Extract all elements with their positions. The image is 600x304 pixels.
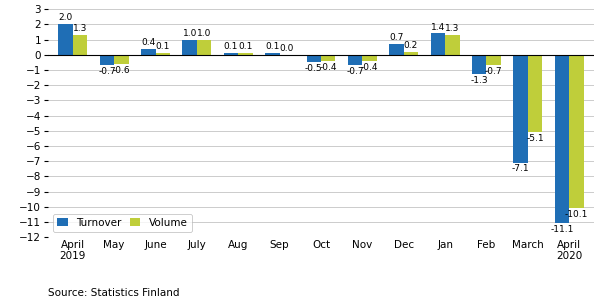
- Bar: [307, 55, 321, 62]
- Bar: [487, 55, 501, 65]
- Text: 0.1: 0.1: [155, 42, 170, 51]
- Bar: [197, 40, 211, 55]
- Bar: [155, 53, 170, 55]
- Bar: [555, 55, 569, 223]
- Text: -0.7: -0.7: [346, 67, 364, 76]
- Text: 0.7: 0.7: [389, 33, 404, 42]
- Bar: [224, 53, 238, 55]
- Text: -10.1: -10.1: [565, 210, 588, 219]
- Text: -0.4: -0.4: [361, 63, 379, 72]
- Bar: [569, 55, 584, 208]
- Bar: [348, 55, 362, 65]
- Text: 0.1: 0.1: [238, 42, 253, 51]
- Bar: [404, 52, 418, 55]
- Bar: [238, 53, 253, 55]
- Bar: [73, 35, 87, 55]
- Text: -0.7: -0.7: [98, 67, 116, 76]
- Bar: [265, 53, 280, 55]
- Text: -1.3: -1.3: [470, 76, 488, 85]
- Bar: [431, 33, 445, 55]
- Text: -0.5: -0.5: [305, 64, 323, 73]
- Text: 0.2: 0.2: [404, 41, 418, 50]
- Text: -5.1: -5.1: [526, 134, 544, 143]
- Bar: [389, 44, 404, 55]
- Text: Source: Statistics Finland: Source: Statistics Finland: [48, 288, 179, 298]
- Text: 1.0: 1.0: [182, 29, 197, 38]
- Bar: [472, 55, 487, 74]
- Text: 1.3: 1.3: [445, 24, 460, 33]
- Text: 0.4: 0.4: [141, 38, 155, 47]
- Bar: [321, 55, 335, 61]
- Bar: [182, 40, 197, 55]
- Text: -11.1: -11.1: [550, 225, 574, 234]
- Bar: [100, 55, 114, 65]
- Text: -0.4: -0.4: [319, 63, 337, 72]
- Text: 1.0: 1.0: [197, 29, 211, 38]
- Bar: [362, 55, 377, 61]
- Text: 2.0: 2.0: [58, 13, 73, 22]
- Text: -0.6: -0.6: [113, 66, 130, 75]
- Bar: [445, 35, 460, 55]
- Text: 0.0: 0.0: [280, 44, 294, 53]
- Text: 1.4: 1.4: [431, 22, 445, 32]
- Bar: [528, 55, 542, 132]
- Legend: Turnover, Volume: Turnover, Volume: [53, 214, 191, 232]
- Text: 0.1: 0.1: [265, 42, 280, 51]
- Bar: [514, 55, 528, 163]
- Text: -7.1: -7.1: [512, 164, 529, 174]
- Text: 1.3: 1.3: [73, 24, 87, 33]
- Bar: [141, 49, 155, 55]
- Bar: [114, 55, 128, 64]
- Text: -0.7: -0.7: [485, 67, 503, 76]
- Text: 0.1: 0.1: [224, 42, 238, 51]
- Bar: [58, 24, 73, 55]
